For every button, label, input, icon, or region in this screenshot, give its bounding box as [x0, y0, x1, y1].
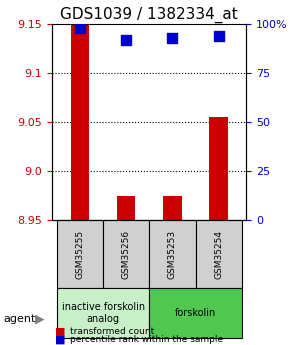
Point	[170, 35, 175, 41]
Bar	[71, 24, 89, 220]
Point	[124, 37, 128, 42]
Title: GDS1039 / 1382334_at: GDS1039 / 1382334_at	[61, 7, 238, 23]
Text: ▶: ▶	[35, 313, 44, 326]
FancyBboxPatch shape	[149, 288, 242, 338]
FancyBboxPatch shape	[149, 220, 196, 288]
FancyBboxPatch shape	[57, 288, 149, 338]
Bar	[163, 196, 182, 220]
Bar	[209, 117, 228, 220]
Text: ■: ■	[55, 335, 66, 345]
Point	[216, 33, 221, 39]
Text: percentile rank within the sample: percentile rank within the sample	[70, 335, 223, 344]
Text: GSM35253: GSM35253	[168, 229, 177, 278]
Text: GSM35256: GSM35256	[122, 229, 131, 278]
Text: agent: agent	[3, 314, 35, 324]
Text: GSM35255: GSM35255	[75, 229, 84, 278]
FancyBboxPatch shape	[103, 220, 149, 288]
Text: forskolin: forskolin	[175, 308, 216, 318]
FancyBboxPatch shape	[57, 220, 103, 288]
Text: transformed count: transformed count	[70, 327, 154, 336]
FancyBboxPatch shape	[196, 220, 242, 288]
Bar	[117, 196, 135, 220]
Text: ■: ■	[55, 327, 66, 337]
Text: GSM35254: GSM35254	[214, 229, 223, 278]
Text: inactive forskolin
analog: inactive forskolin analog	[61, 302, 145, 324]
Point	[78, 25, 82, 31]
